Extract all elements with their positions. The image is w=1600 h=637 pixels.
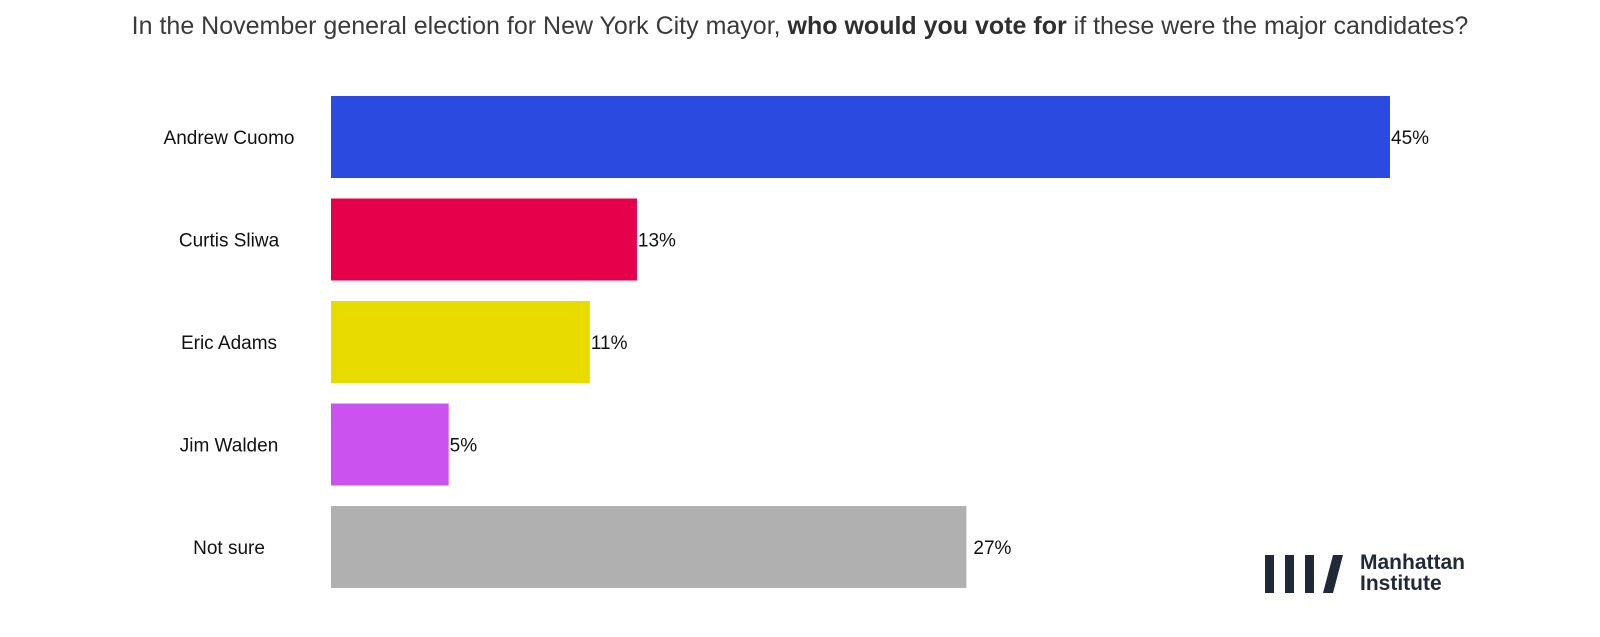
- logo-line1: Manhattan: [1360, 551, 1465, 574]
- logo-line2: Institute: [1360, 572, 1442, 595]
- title-pre: In the November general election for New…: [131, 12, 788, 40]
- category-label: Not sure: [193, 538, 265, 559]
- bar-curtis-sliwa: [331, 198, 637, 281]
- value-label: 27%: [973, 538, 1011, 559]
- value-label: 45%: [1391, 128, 1429, 149]
- title-post: if these were the major candidates?: [1066, 12, 1469, 40]
- value-label: 5%: [450, 436, 478, 457]
- category-label: Eric Adams: [181, 333, 277, 354]
- bar-eric-adams: [331, 301, 590, 383]
- logo-text: Manhattan Institute: [1360, 552, 1465, 594]
- category-label: Curtis Sliwa: [179, 231, 280, 252]
- chart-title: In the November general election for New…: [0, 12, 1600, 41]
- category-label: Andrew Cuomo: [164, 128, 295, 149]
- value-label: 11%: [591, 333, 628, 354]
- value-label: 13%: [638, 231, 676, 252]
- bar-jim-walden: [331, 403, 449, 486]
- manhattan-institute-logo-icon: [1265, 555, 1343, 593]
- bar-andrew-cuomo: [331, 96, 1390, 178]
- bar-not-sure: [331, 506, 967, 588]
- category-label: Jim Walden: [180, 436, 279, 457]
- title-bold: who would you vote for: [787, 12, 1067, 40]
